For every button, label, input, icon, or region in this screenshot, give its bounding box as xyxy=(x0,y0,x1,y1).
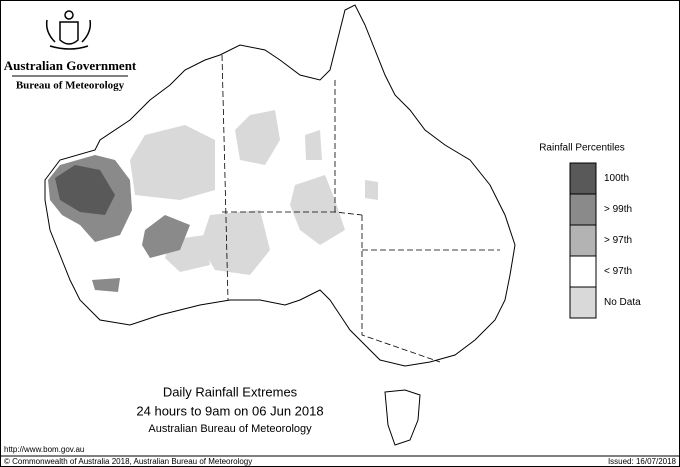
mainland xyxy=(44,4,516,367)
no-data-areas xyxy=(130,110,378,275)
state-borders xyxy=(221,54,500,363)
legend-swatch xyxy=(569,286,597,319)
australia xyxy=(44,4,516,446)
no-data xyxy=(290,175,345,245)
no-data xyxy=(200,210,270,275)
star xyxy=(64,10,74,20)
legend-swatch xyxy=(569,162,597,195)
tasmania xyxy=(384,389,421,446)
legend-label: < 97th xyxy=(604,266,632,277)
legend-swatch xyxy=(569,193,597,226)
above-99th xyxy=(92,278,120,292)
url: http://www.bom.gov.au xyxy=(4,445,84,454)
border xyxy=(361,215,441,363)
border xyxy=(221,54,229,301)
no-data xyxy=(365,180,378,200)
100th xyxy=(55,165,115,215)
map-title: Daily Rainfall Extremes xyxy=(163,384,298,399)
no-data xyxy=(235,110,280,165)
legend-label: 100th xyxy=(604,173,629,184)
shield xyxy=(59,21,79,45)
government: Australian Government xyxy=(4,58,137,73)
crest xyxy=(45,10,92,50)
legend-title: Rainfall Percentiles xyxy=(539,143,625,154)
no-data xyxy=(305,130,322,160)
legend-label: > 97th xyxy=(604,235,632,246)
map-subtitle: 24 hours to 9am on 06 Jun 2018 xyxy=(136,403,323,418)
rain-areas xyxy=(48,155,190,292)
map-source: Australian Bureau of Meteorology xyxy=(148,423,312,435)
legend-label: No Data xyxy=(604,297,641,308)
legend: 100th > 99th > 97th < 97th No Data xyxy=(569,162,641,319)
issued: Issued: 16/07/2018 xyxy=(608,457,677,466)
supporters xyxy=(45,19,92,50)
legend-swatch xyxy=(569,255,597,288)
legend-label: > 99th xyxy=(604,204,632,215)
legend-swatch xyxy=(569,224,597,257)
agency: Bureau of Meteorology xyxy=(16,80,125,92)
above-99th xyxy=(142,215,190,258)
copyright: © Commonwealth of Australia 2018, Austra… xyxy=(4,457,252,466)
no-data xyxy=(130,125,215,200)
